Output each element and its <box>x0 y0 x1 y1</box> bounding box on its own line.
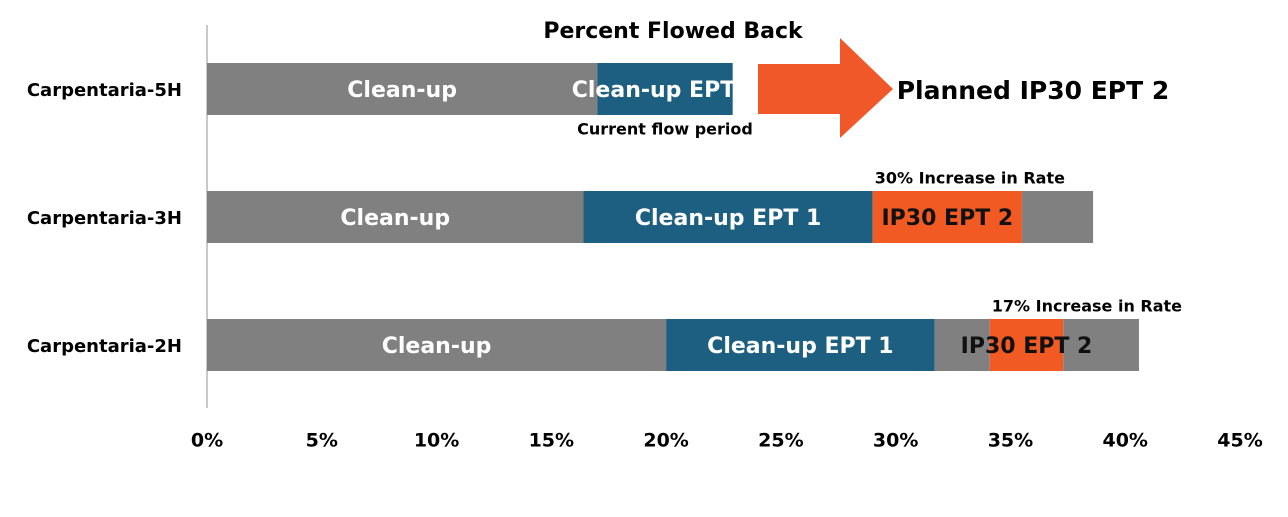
callout-text: Planned IP30 EPT 2 <box>897 76 1170 105</box>
bar-segment <box>934 319 990 371</box>
x-tick-label: 25% <box>758 430 803 452</box>
segment-label: Clean-up EPT 1 <box>572 78 758 103</box>
bar-segment <box>1021 191 1094 243</box>
bar-segment <box>989 319 1064 371</box>
x-tick-label: 30% <box>873 430 918 452</box>
segment-label: IP30 EPT 2 <box>881 206 1013 231</box>
x-tick-label: 35% <box>988 430 1033 452</box>
bar-segment <box>597 63 733 115</box>
x-tick-label: 5% <box>306 430 338 452</box>
category-label: Carpentaria-3H <box>27 208 182 229</box>
segment-label: Clean-up <box>340 206 450 231</box>
segment-label: Clean-up <box>382 334 492 359</box>
segment-label: Clean-up EPT 1 <box>707 334 893 359</box>
segment-label: Clean-up <box>347 78 457 103</box>
x-tick-label: 20% <box>643 430 688 452</box>
category-label: Carpentaria-5H <box>27 80 182 101</box>
segment-label: Clean-up EPT 1 <box>635 206 821 231</box>
x-tick-label: 15% <box>529 430 574 452</box>
bar-segment <box>207 319 667 371</box>
x-tick-label: 10% <box>414 430 459 452</box>
annotation: Current flow period <box>577 120 753 139</box>
bar-segment <box>666 319 935 371</box>
segment-label: IP30 EPT 2 <box>961 334 1093 359</box>
callout-arrow <box>758 38 893 138</box>
bar-segment <box>207 63 598 115</box>
bar-segment <box>207 191 584 243</box>
bar-segment <box>1063 319 1139 371</box>
x-tick-label: 0% <box>191 430 223 452</box>
x-tick-label: 40% <box>1102 430 1147 452</box>
category-label: Carpentaria-2H <box>27 336 182 357</box>
annotation: 17% Increase in Rate <box>992 297 1182 316</box>
x-tick-label: 45% <box>1217 430 1262 452</box>
bar-segment <box>872 191 1022 243</box>
chart-title: Percent Flowed Back <box>543 19 804 44</box>
annotation: 30% Increase in Rate <box>875 169 1065 188</box>
bar-segment <box>583 191 873 243</box>
